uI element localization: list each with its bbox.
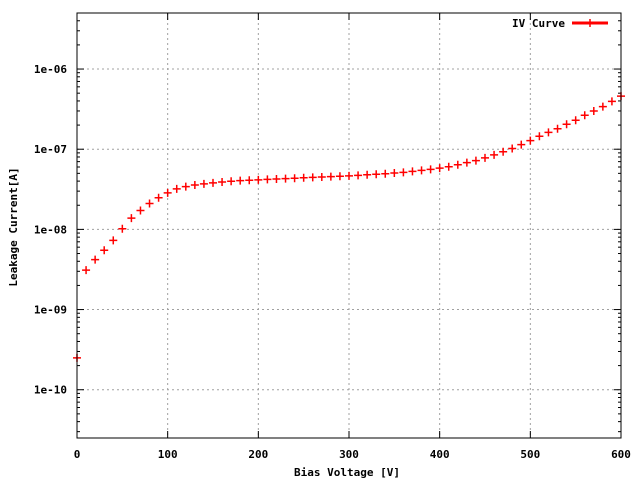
x-tick-label: 500 <box>520 448 540 461</box>
y-tick-label: 1e-07 <box>34 143 67 156</box>
y-tick-label: 1e-08 <box>34 223 67 236</box>
data-point <box>127 214 136 223</box>
data-point <box>326 172 335 181</box>
data-point <box>363 170 372 179</box>
data-point <box>426 165 435 174</box>
data-point <box>236 176 245 185</box>
data-point <box>118 224 127 233</box>
data-point <box>308 173 317 182</box>
data-point <box>199 179 208 188</box>
data-point <box>209 178 217 187</box>
data-points <box>73 92 625 362</box>
x-tick-label: 400 <box>430 448 450 461</box>
data-point <box>317 173 326 182</box>
data-point <box>218 177 227 186</box>
data-point <box>335 172 344 181</box>
data-point <box>517 140 526 149</box>
data-point <box>598 102 607 111</box>
data-point <box>109 236 118 245</box>
legend-marker <box>586 19 594 27</box>
data-point <box>254 175 263 184</box>
data-point <box>544 128 553 137</box>
legend: IV Curve <box>512 17 608 30</box>
data-point <box>163 188 172 197</box>
data-point <box>245 176 254 185</box>
x-axis-label: Bias Voltage [V] <box>294 466 400 479</box>
data-point <box>526 136 535 145</box>
x-tick-label: 600 <box>611 448 631 461</box>
plot-frame <box>76 12 622 439</box>
data-point <box>91 255 100 264</box>
data-point <box>82 266 91 275</box>
x-tick-label: 0 <box>74 448 81 461</box>
data-point <box>281 174 290 183</box>
data-point <box>390 169 399 177</box>
data-point <box>408 167 417 176</box>
data-point <box>136 206 145 215</box>
data-point <box>190 180 199 189</box>
data-point <box>299 173 308 182</box>
data-point <box>181 182 190 191</box>
data-point <box>381 169 390 178</box>
data-point <box>435 164 444 173</box>
data-point <box>589 106 598 115</box>
data-point <box>272 175 281 184</box>
data-point <box>607 97 616 106</box>
data-point <box>444 162 453 171</box>
data-point <box>290 174 299 183</box>
data-point <box>399 168 408 177</box>
data-point <box>154 193 163 202</box>
data-point <box>481 153 489 162</box>
data-point <box>372 170 381 179</box>
data-point <box>562 120 571 129</box>
data-point <box>535 132 544 141</box>
data-point <box>453 160 462 169</box>
data-point <box>490 150 499 159</box>
data-point <box>508 144 517 153</box>
data-point <box>172 184 181 193</box>
data-point <box>553 124 562 133</box>
tick-labels: 0 100 200 300 400 500 600 1e-10 1e-09 1e-08 1e-07 1… <box>34 63 631 461</box>
data-point <box>263 175 272 184</box>
y-tick-label: 1e-10 <box>34 384 67 397</box>
data-point <box>227 177 236 186</box>
data-point <box>100 246 109 255</box>
data-point <box>354 171 363 180</box>
data-point <box>580 111 589 120</box>
x-tick-label: 300 <box>339 448 359 461</box>
data-point <box>499 147 508 156</box>
data-point <box>471 156 480 165</box>
data-point <box>145 199 154 208</box>
legend-label: IV Curve <box>512 17 565 30</box>
data-point <box>417 166 426 175</box>
data-point <box>571 116 580 125</box>
y-axis-label: Leakage Current[A] <box>7 167 20 286</box>
x-tick-label: 100 <box>158 448 178 461</box>
data-point <box>345 171 353 180</box>
data-point <box>462 158 471 167</box>
x-tick-label: 200 <box>248 448 268 461</box>
y-tick-label: 1e-09 <box>34 304 67 317</box>
grid-lines <box>77 13 621 438</box>
y-tick-label: 1e-06 <box>34 63 67 76</box>
